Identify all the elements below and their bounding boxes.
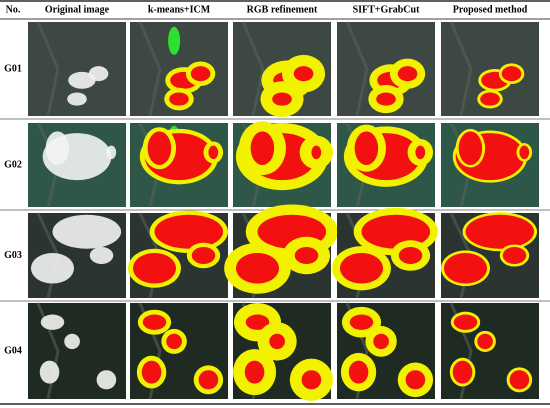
row-label: G01 bbox=[4, 63, 22, 74]
red-region bbox=[452, 360, 473, 384]
red-region bbox=[301, 370, 322, 390]
red-region bbox=[293, 66, 314, 82]
red-region bbox=[502, 247, 527, 264]
cloud bbox=[45, 131, 70, 165]
image-cell bbox=[332, 207, 438, 299]
image-cell bbox=[233, 302, 333, 401]
cloud bbox=[67, 92, 87, 106]
red-region bbox=[348, 360, 369, 384]
red-region bbox=[480, 92, 500, 106]
red-region bbox=[443, 252, 488, 284]
image-cell bbox=[130, 122, 228, 208]
red-region bbox=[458, 131, 483, 165]
red-region bbox=[269, 333, 285, 350]
image-cell bbox=[233, 21, 331, 117]
red-region bbox=[166, 333, 182, 350]
image-cell bbox=[130, 302, 228, 400]
red-region bbox=[142, 314, 167, 330]
column-header: k-means+ICM bbox=[148, 4, 211, 15]
red-region bbox=[141, 360, 162, 384]
cloud bbox=[52, 214, 122, 249]
row-label: G04 bbox=[4, 345, 22, 356]
image-cell bbox=[28, 212, 126, 299]
red-region bbox=[453, 314, 478, 330]
image-cell bbox=[441, 212, 539, 299]
red-region bbox=[250, 131, 275, 165]
red-region bbox=[169, 92, 189, 106]
terrain bbox=[36, 21, 60, 117]
red-region bbox=[354, 131, 379, 165]
red-region bbox=[339, 252, 384, 284]
row-label: G02 bbox=[4, 159, 22, 170]
green-patch bbox=[168, 26, 181, 55]
red-region bbox=[198, 370, 219, 390]
red-region bbox=[501, 66, 522, 82]
column-header: Proposed method bbox=[453, 4, 528, 15]
image-cell bbox=[441, 21, 539, 117]
red-region bbox=[405, 370, 426, 390]
red-region bbox=[245, 314, 270, 330]
cloud bbox=[40, 314, 65, 330]
image-cell bbox=[28, 21, 126, 117]
image-cell bbox=[337, 21, 435, 117]
cloud bbox=[30, 252, 75, 284]
cloud bbox=[106, 145, 117, 160]
image-cell bbox=[441, 122, 539, 208]
red-region bbox=[272, 92, 292, 106]
row-label: G03 bbox=[4, 250, 22, 261]
cloud bbox=[68, 71, 96, 89]
red-region bbox=[361, 214, 431, 249]
red-region bbox=[465, 214, 535, 249]
image-cell bbox=[28, 302, 126, 400]
terrain bbox=[241, 21, 265, 117]
red-region bbox=[132, 252, 177, 284]
image-cell bbox=[130, 21, 228, 117]
image-cell bbox=[28, 122, 126, 208]
image-cell bbox=[337, 302, 435, 400]
red-region bbox=[376, 92, 396, 106]
cloud bbox=[64, 333, 80, 350]
red-region bbox=[509, 370, 530, 390]
cloud bbox=[39, 360, 60, 384]
terrain bbox=[449, 21, 473, 117]
red-region bbox=[311, 145, 322, 160]
column-header: No. bbox=[6, 4, 21, 15]
red-region bbox=[235, 252, 280, 284]
red-region bbox=[244, 360, 265, 384]
red-region bbox=[477, 333, 493, 350]
red-region bbox=[208, 145, 219, 160]
image-cell bbox=[224, 204, 338, 299]
red-region bbox=[397, 66, 418, 82]
terrain bbox=[138, 21, 162, 117]
red-region bbox=[373, 333, 389, 350]
red-region bbox=[147, 131, 172, 165]
cloud bbox=[96, 370, 117, 390]
column-header: Original image bbox=[45, 4, 110, 15]
red-region bbox=[349, 314, 374, 330]
terrain bbox=[345, 21, 369, 117]
red-region bbox=[415, 145, 426, 160]
column-header: RGB refinement bbox=[247, 4, 318, 15]
red-region bbox=[294, 247, 319, 264]
red-region bbox=[519, 145, 530, 160]
image-cell bbox=[233, 121, 333, 208]
red-region bbox=[191, 247, 216, 264]
image-cell bbox=[128, 210, 228, 299]
red-region bbox=[190, 66, 211, 82]
red-region bbox=[398, 247, 423, 264]
image-cell bbox=[337, 122, 435, 208]
cloud bbox=[89, 247, 114, 264]
red-region bbox=[154, 214, 224, 249]
image-cell bbox=[441, 302, 539, 400]
column-header: SIFT+GrabCut bbox=[353, 4, 420, 15]
cloud bbox=[88, 66, 109, 82]
